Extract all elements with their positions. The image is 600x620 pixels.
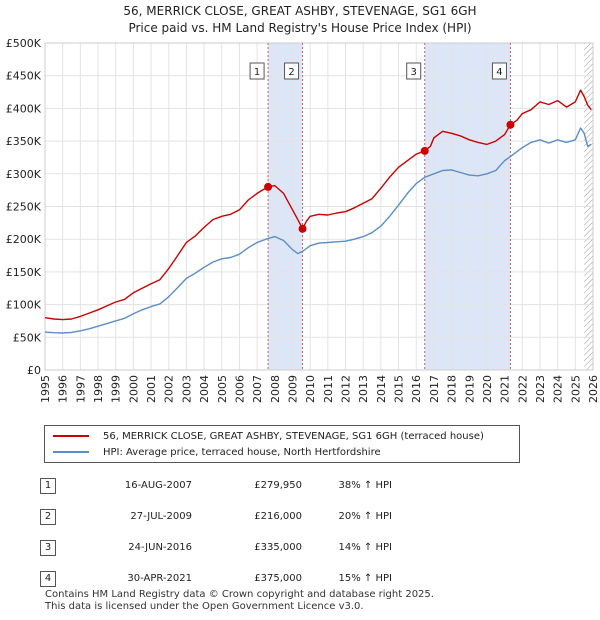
- table-row: 4 30-APR-2021 £375,000 15% ↑ HPI: [40, 563, 392, 594]
- x-tick-label: 2008: [269, 375, 282, 403]
- transaction-number: 4: [40, 570, 56, 587]
- sale-number-box: [491, 62, 507, 80]
- grid-lines: [44, 42, 594, 371]
- legend-item-property: 56, MERRICK CLOSE, GREAT ASHBY, STEVENAG…: [53, 429, 484, 443]
- x-tick-label: 2004: [198, 375, 211, 403]
- y-tick-label: £500K: [6, 37, 42, 50]
- legend: 56, MERRICK CLOSE, GREAT ASHBY, STEVENAG…: [44, 425, 520, 463]
- x-tick-label: 2024: [552, 375, 565, 403]
- legend-label-hpi: HPI: Average price, terraced house, Nort…: [103, 446, 381, 458]
- transaction-price: £335,000: [254, 542, 302, 553]
- x-tick-label: 1996: [57, 375, 70, 403]
- transaction-hpi-change: 14% ↑ HPI: [338, 542, 392, 553]
- x-tick-label: 2011: [322, 375, 335, 403]
- transaction-hpi-change: 15% ↑ HPI: [338, 573, 392, 584]
- x-tick-label: 2003: [180, 375, 193, 403]
- x-tick-label: 2002: [163, 375, 176, 403]
- y-tick-label: £450K: [6, 70, 42, 83]
- plot-border: [44, 42, 594, 371]
- transaction-number: 2: [40, 508, 56, 525]
- x-tick-label: 2014: [375, 375, 388, 403]
- x-tick-label: 2022: [516, 375, 529, 403]
- legend-label-property: 56, MERRICK CLOSE, GREAT ASHBY, STEVENAG…: [103, 430, 484, 442]
- hpi-line: [44, 127, 592, 334]
- sale-number-label: 1: [254, 67, 260, 78]
- x-tick-label: 2000: [127, 375, 140, 403]
- y-tick-label: £200K: [6, 233, 42, 246]
- y-tick-label: £50K: [13, 331, 42, 344]
- transaction-date: 24-JUN-2016: [128, 542, 192, 553]
- x-tick-label: 2019: [463, 375, 476, 403]
- sale-vertical-lines: 1 2 3 4: [249, 43, 511, 370]
- y-tick-label: £400K: [6, 102, 42, 115]
- sale-marker[interactable]: [298, 224, 307, 233]
- sale-markers: [264, 120, 515, 233]
- transaction-hpi-change: 38% ↑ HPI: [338, 480, 392, 491]
- x-tick-label: 2005: [216, 375, 229, 403]
- legend-swatch-property: [53, 435, 89, 437]
- transaction-price: £216,000: [254, 511, 302, 522]
- x-tick-label: 2015: [393, 375, 406, 403]
- x-tick-label: 2017: [428, 375, 441, 403]
- transactions-table: 1 16-AUG-2007 £279,950 38% ↑ HPI 2 27-JU…: [40, 470, 392, 594]
- axis-labels: £0 £50K £100K £150K £200K £250K £300K £350K £400…: [6, 37, 600, 403]
- y-tick-label: £350K: [6, 135, 42, 148]
- sale-number-box: [284, 62, 300, 80]
- footer-copyright: Contains HM Land Registry data © Crown c…: [45, 589, 434, 600]
- x-tick-label: 2023: [534, 375, 547, 403]
- x-tick-label: 2007: [251, 375, 264, 403]
- x-tick-label: 2021: [499, 375, 512, 403]
- x-tick-label: 2020: [481, 375, 494, 403]
- x-tick-label: 2012: [340, 375, 353, 403]
- y-tick-label: £250K: [6, 201, 42, 214]
- price-chart: 1 2 3 4 £0 £50K £100K £150K £200K £250K £300K £350…: [6, 37, 600, 403]
- legend-item-hpi: HPI: Average price, terraced house, Nort…: [53, 445, 381, 459]
- transaction-date: 27-JUL-2009: [130, 511, 192, 522]
- transaction-number: 1: [40, 477, 56, 494]
- y-tick-label: £100K: [6, 299, 42, 312]
- transaction-price: £375,000: [254, 573, 302, 584]
- sale-number-box: [249, 62, 265, 80]
- x-tick-label: 1995: [39, 375, 52, 403]
- transaction-price: £279,950: [254, 480, 302, 491]
- sale-marker[interactable]: [264, 182, 273, 191]
- legend-swatch-hpi: [53, 451, 89, 453]
- x-tick-label: 2026: [587, 375, 600, 403]
- x-tick-label: 1997: [74, 375, 87, 403]
- y-tick-label: £0: [27, 364, 41, 377]
- x-tick-label: 1998: [92, 375, 105, 403]
- transaction-date: 30-APR-2021: [127, 573, 192, 584]
- x-tick-label: 2009: [286, 375, 299, 403]
- y-tick-label: £300K: [6, 168, 42, 181]
- x-tick-label: 1999: [110, 375, 123, 403]
- transaction-number: 3: [40, 539, 56, 556]
- chart-title-line1: 56, MERRICK CLOSE, GREAT ASHBY, STEVENAG…: [123, 4, 477, 18]
- y-tick-label: £150K: [6, 266, 42, 279]
- x-tick-label: 2006: [233, 375, 246, 403]
- x-tick-label: 2010: [304, 375, 317, 403]
- x-tick-label: 2013: [357, 375, 370, 403]
- sale-number-label: 3: [411, 67, 417, 78]
- sale-number-label: 2: [288, 67, 294, 78]
- x-tick-label: 2016: [410, 375, 423, 403]
- x-tick-label: 2001: [145, 375, 158, 403]
- table-row: 1 16-AUG-2007 £279,950 38% ↑ HPI: [40, 470, 392, 501]
- x-tick-label: 2018: [446, 375, 459, 403]
- x-tick-label: 2025: [569, 375, 582, 403]
- transaction-date: 16-AUG-2007: [124, 480, 192, 491]
- transaction-hpi-change: 20% ↑ HPI: [338, 511, 392, 522]
- table-row: 3 24-JUN-2016 £335,000 14% ↑ HPI: [40, 532, 392, 563]
- sale-marker[interactable]: [420, 146, 429, 155]
- table-row: 2 27-JUL-2009 £216,000 20% ↑ HPI: [40, 501, 392, 532]
- footer-licence: This data is licensed under the Open Gov…: [45, 601, 364, 612]
- chart-title-line2: Price paid vs. HM Land Registry's House …: [128, 21, 472, 35]
- sale-number-box: [406, 62, 422, 80]
- sale-number-label: 4: [496, 67, 502, 78]
- sale-marker[interactable]: [506, 120, 515, 129]
